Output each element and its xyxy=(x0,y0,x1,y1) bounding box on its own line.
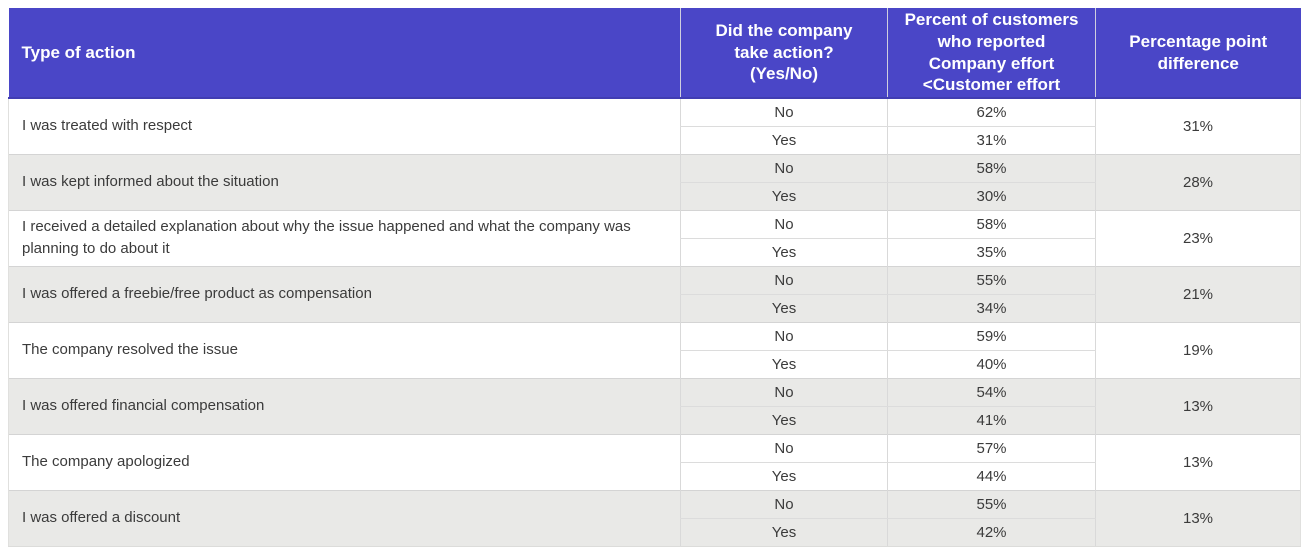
table-row: The company apologized No 57% 13% xyxy=(8,433,1301,490)
table-row: Yes 42% xyxy=(9,518,1301,547)
header-did-company-take-action: Did the company take action? (Yes/No) xyxy=(680,8,888,99)
action-label: I was offered a freebie/free product as … xyxy=(8,265,681,322)
percentage-point-difference: 13% xyxy=(1095,377,1301,434)
no-percent: 59% xyxy=(887,321,1096,351)
answer-yes: Yes xyxy=(680,238,888,266)
yes-percent: 31% xyxy=(887,126,1096,154)
table-row: I received a detailed explanation about … xyxy=(8,209,1301,266)
answer-no: No xyxy=(680,265,888,295)
table-row: Yes 44% xyxy=(9,462,1301,490)
yes-percent: 42% xyxy=(887,518,1096,547)
action-label: I received a detailed explanation about … xyxy=(8,209,681,266)
percentage-point-difference: 13% xyxy=(1095,489,1301,547)
answer-no: No xyxy=(680,153,888,183)
table-row: Yes 34% xyxy=(9,294,1301,322)
yes-percent: 35% xyxy=(887,238,1096,266)
no-percent: 54% xyxy=(887,377,1096,407)
percentage-point-difference: 23% xyxy=(1095,209,1301,266)
header-type-of-action: Type of action xyxy=(8,8,681,99)
no-percent: 62% xyxy=(887,98,1096,127)
table-row: I was offered a freebie/free product as … xyxy=(8,265,1301,322)
header-percentage-point-difference: Percentage point difference xyxy=(1095,8,1301,99)
no-percent: 58% xyxy=(887,153,1096,183)
table-row: I was offered financial compensation No 54… xyxy=(8,377,1301,434)
answer-no: No xyxy=(680,433,888,463)
answer-yes: Yes xyxy=(680,182,888,210)
percentage-point-difference: 13% xyxy=(1095,433,1301,490)
action-label: I was offered financial compensation xyxy=(8,377,681,434)
no-percent: 55% xyxy=(887,265,1096,295)
action-label: The company resolved the issue xyxy=(8,321,681,378)
answer-no: No xyxy=(680,489,888,519)
percentage-point-difference: 21% xyxy=(1095,265,1301,322)
table-row: Yes 41% xyxy=(9,406,1301,434)
header-percent-reported-effort: Percent of customers who reported Compan… xyxy=(887,8,1096,99)
action-label: I was offered a discount xyxy=(8,489,681,547)
answer-yes: Yes xyxy=(680,462,888,490)
action-label: I was treated with respect xyxy=(8,98,681,154)
answer-yes: Yes xyxy=(680,406,888,434)
action-label: I was kept informed about the situation xyxy=(8,153,681,210)
yes-percent: 30% xyxy=(887,182,1096,210)
table-row: The company resolved the issue No 59% 19% xyxy=(8,321,1301,378)
table-row: I was offered a discount No 55% 13% xyxy=(8,489,1301,547)
yes-percent: 34% xyxy=(887,294,1096,322)
table-row: I was treated with respect No 62% 31% xyxy=(8,98,1301,154)
answer-no: No xyxy=(680,321,888,351)
yes-percent: 41% xyxy=(887,406,1096,434)
percentage-point-difference: 28% xyxy=(1095,153,1301,210)
yes-percent: 44% xyxy=(887,462,1096,490)
percentage-point-difference: 19% xyxy=(1095,321,1301,378)
action-label: The company apologized xyxy=(8,433,681,490)
table-body: I was treated with respect No 62% 31% Yes 31%… xyxy=(8,98,1301,547)
table-row: Yes 35% xyxy=(9,238,1301,266)
table-row: Yes 40% xyxy=(9,350,1301,378)
answer-yes: Yes xyxy=(680,126,888,154)
answer-no: No xyxy=(680,377,888,407)
table-row: Yes 31% xyxy=(9,126,1301,154)
percentage-point-difference: 31% xyxy=(1095,98,1301,154)
answer-yes: Yes xyxy=(680,350,888,378)
answer-no: No xyxy=(680,209,888,239)
yes-percent: 40% xyxy=(887,350,1096,378)
no-percent: 57% xyxy=(887,433,1096,463)
table-row: I was kept informed about the situation N… xyxy=(8,153,1301,210)
no-percent: 55% xyxy=(887,489,1096,519)
table-header: Type of action Did the company take acti… xyxy=(8,8,1301,99)
no-percent: 58% xyxy=(887,209,1096,239)
answer-yes: Yes xyxy=(680,518,888,547)
answer-no: No xyxy=(680,98,888,127)
answer-yes: Yes xyxy=(680,294,888,322)
company-effort-table: Type of action Did the company take acti… xyxy=(8,8,1301,547)
table-row: Yes 30% xyxy=(9,182,1301,210)
